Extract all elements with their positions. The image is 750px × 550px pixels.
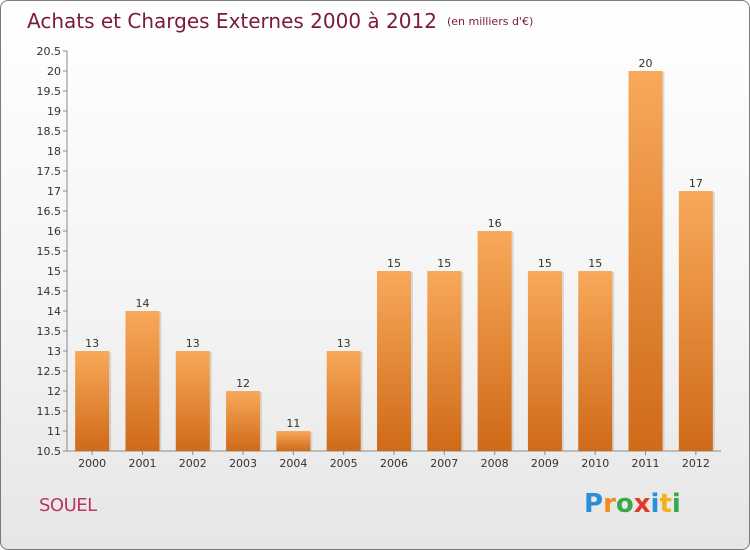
bar-value-label: 13	[337, 337, 351, 350]
y-tick-label: 14	[47, 305, 61, 318]
chart-title: Achats et Charges Externes 2000 à 2012 (e…	[27, 9, 533, 33]
y-tick-label: 10.5	[37, 445, 62, 458]
x-tick-label: 2005	[330, 457, 358, 470]
x-tick-label: 2003	[229, 457, 257, 470]
x-tick-label: 2002	[179, 457, 207, 470]
bar	[477, 231, 512, 451]
logo-letter: o	[615, 489, 634, 519]
place-name: SOUEL	[39, 495, 97, 516]
bar-value-label: 15	[387, 257, 401, 270]
bar-value-label: 15	[437, 257, 451, 270]
y-tick-label: 12.5	[37, 365, 62, 378]
bar	[578, 271, 613, 451]
y-tick-label: 19.5	[37, 85, 62, 98]
x-tick-label: 2007	[430, 457, 458, 470]
bar	[377, 271, 411, 451]
bar	[326, 351, 361, 451]
bar-value-label: 14	[135, 297, 149, 310]
y-tick-label: 13.5	[37, 325, 62, 338]
logo-letter: i	[650, 489, 660, 519]
x-tick-label: 2001	[128, 457, 156, 470]
logo-letter: i	[671, 489, 681, 519]
chart-bars: 13 14 13 12 11 13 15 15 16 15 15 20 17	[75, 57, 715, 451]
x-tick-label: 2008	[481, 457, 509, 470]
logo-letter: r	[603, 489, 616, 519]
y-tick-label: 11.5	[37, 405, 62, 418]
x-tick-label: 2011	[632, 457, 660, 470]
y-tick-label: 15	[47, 265, 61, 278]
y-tick-label: 16.5	[37, 205, 62, 218]
bar	[175, 351, 210, 451]
x-tick-label: 2010	[581, 457, 609, 470]
x-tick-label: 2006	[380, 457, 408, 470]
bar	[75, 351, 110, 451]
y-tick-label: 13	[47, 345, 61, 358]
chart-unit: (en milliers d'€)	[446, 15, 534, 28]
bar	[527, 271, 562, 451]
bar-value-label: 13	[85, 337, 99, 350]
bar-value-label: 16	[488, 217, 502, 230]
bar	[276, 431, 311, 451]
y-tick-label: 16	[47, 225, 61, 238]
chart-title-text: Achats et Charges Externes 2000 à 2012	[27, 9, 437, 33]
y-tick-label: 17	[47, 185, 61, 198]
y-tick-label: 15.5	[37, 245, 62, 258]
x-tick-label: 2009	[531, 457, 559, 470]
logo-letter: P	[584, 489, 604, 519]
bar	[226, 391, 261, 451]
bar-value-label: 13	[186, 337, 200, 350]
y-tick-label: 18	[47, 145, 61, 158]
y-tick-label: 17.5	[37, 165, 62, 178]
y-tick-label: 11	[47, 425, 61, 438]
x-tick-label: 2012	[682, 457, 710, 470]
bar-value-label: 15	[538, 257, 552, 270]
logo-letter: x	[633, 489, 651, 519]
y-tick-label: 14.5	[37, 285, 62, 298]
logo-letter: t	[659, 489, 672, 519]
bar	[628, 71, 663, 451]
proxiti-logo: Proxiti	[584, 489, 681, 519]
bar-value-label: 15	[588, 257, 602, 270]
bar	[427, 271, 462, 451]
x-tick-label: 2004	[279, 457, 307, 470]
bar	[678, 191, 713, 451]
bar-value-label: 11	[286, 417, 300, 430]
y-tick-label: 19	[47, 105, 61, 118]
y-tick-label: 20	[47, 65, 61, 78]
y-tick-label: 18.5	[37, 125, 62, 138]
bar-value-label: 12	[236, 377, 250, 390]
bar-value-label: 17	[689, 177, 703, 190]
y-tick-label: 20.5	[37, 45, 62, 58]
y-tick-label: 12	[47, 385, 61, 398]
chart-axes: 10.5 11 11.5 12 12.5 13 13.5 14 14.5 15 15.5 16 16.5…	[37, 45, 721, 470]
x-tick-label: 2000	[78, 457, 106, 470]
bar	[125, 311, 160, 451]
bar-value-label: 20	[639, 57, 653, 70]
